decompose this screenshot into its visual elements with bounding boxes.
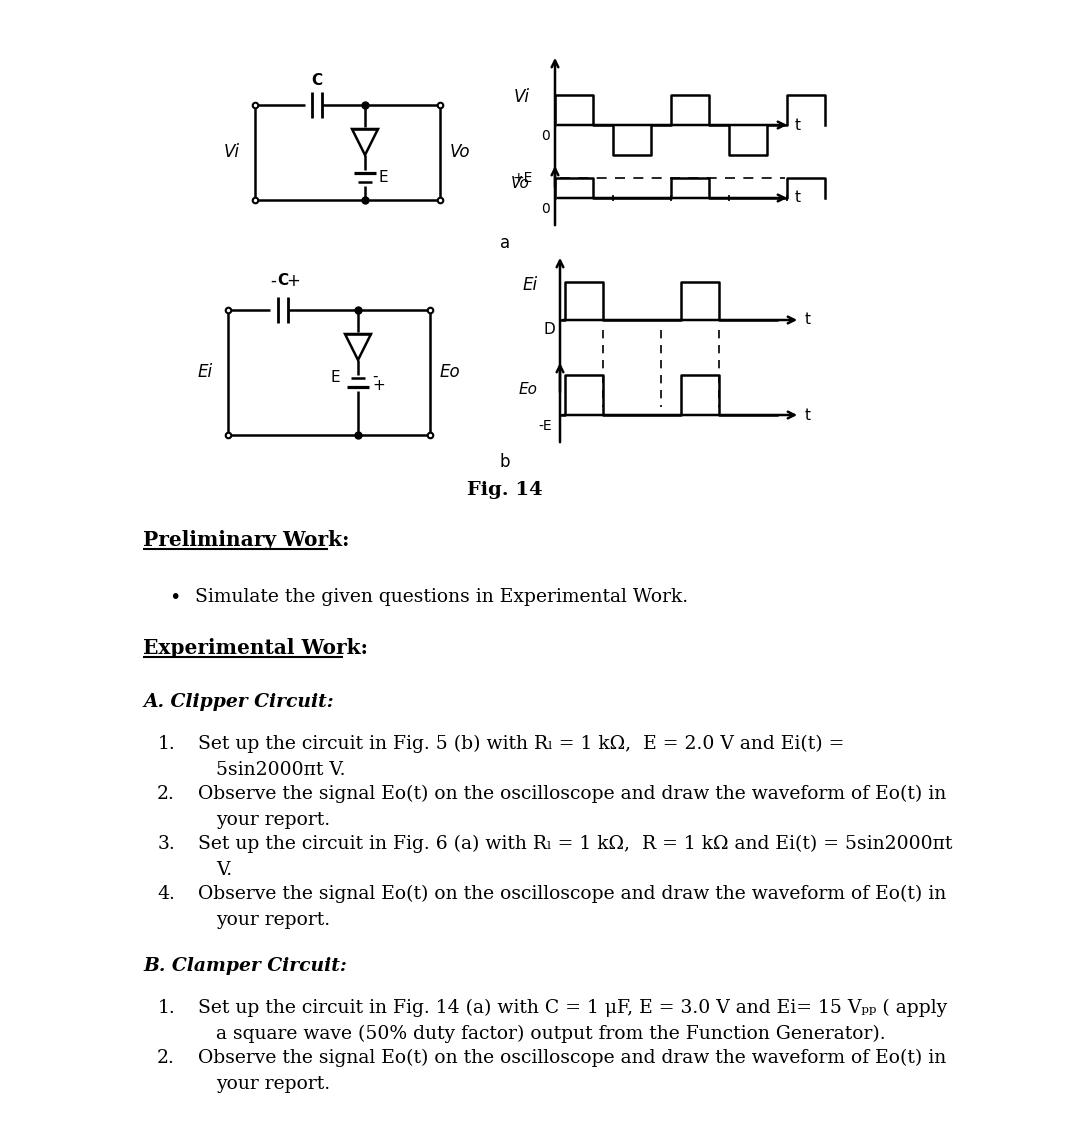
Text: your report.: your report. [216, 810, 330, 829]
Text: 0: 0 [541, 129, 550, 144]
Text: your report.: your report. [216, 912, 330, 929]
Text: Ei: Ei [523, 276, 538, 294]
Text: 5sin2000πt V.: 5sin2000πt V. [216, 761, 345, 779]
Text: Observe the signal Eo(t) on the oscilloscope and draw the waveform of Eo(t) in: Observe the signal Eo(t) on the oscillos… [198, 785, 946, 804]
Text: 3.: 3. [158, 835, 175, 853]
Text: Set up the circuit in Fig. 6 (a) with Rₗ = 1 kΩ,  R = 1 kΩ and Ei(t) = 5sin2000π: Set up the circuit in Fig. 6 (a) with Rₗ… [198, 835, 952, 853]
Text: Fig. 14: Fig. 14 [468, 481, 543, 499]
Text: 1.: 1. [158, 735, 175, 753]
Text: +: + [286, 272, 300, 290]
Text: +E: +E [512, 171, 532, 185]
Text: 1.: 1. [158, 999, 175, 1017]
Text: C: C [278, 273, 289, 288]
Text: Experimental Work:: Experimental Work: [143, 638, 368, 658]
Text: V.: V. [216, 861, 232, 879]
Text: -E: -E [539, 419, 552, 433]
Text: Eo: Eo [440, 363, 461, 381]
Text: Observe the signal Eo(t) on the oscilloscope and draw the waveform of Eo(t) in: Observe the signal Eo(t) on the oscillos… [198, 885, 946, 903]
Text: Vi: Vi [224, 144, 240, 161]
Text: 0: 0 [541, 202, 550, 216]
Text: -: - [271, 272, 276, 290]
Text: Preliminary Work:: Preliminary Work: [143, 530, 349, 550]
Text: B. Clamper Circuit:: B. Clamper Circuit: [143, 957, 347, 975]
Text: Vo: Vo [450, 144, 471, 161]
Text: Set up the circuit in Fig. 14 (a) with C = 1 μF, E = 3.0 V and Ei= 15 Vₚₚ ( appl: Set up the circuit in Fig. 14 (a) with C… [198, 999, 947, 1017]
Text: 4.: 4. [158, 885, 175, 903]
Text: +: + [372, 379, 384, 394]
Text: -: - [372, 369, 377, 383]
Text: t: t [794, 191, 801, 205]
Text: Vo: Vo [511, 176, 530, 191]
Text: Simulate the given questions in Experimental Work.: Simulate the given questions in Experime… [195, 588, 688, 606]
Text: Set up the circuit in Fig. 5 (b) with Rₗ = 1 kΩ,  E = 2.0 V and Ei(t) =: Set up the circuit in Fig. 5 (b) with Rₗ… [198, 735, 845, 753]
Text: D: D [543, 321, 555, 338]
Text: Eo: Eo [519, 382, 538, 397]
Text: 2.: 2. [158, 785, 175, 802]
Text: C: C [311, 73, 323, 88]
Text: t: t [805, 408, 812, 422]
Text: Vi: Vi [514, 88, 530, 106]
Text: Ei: Ei [198, 363, 213, 381]
Text: a: a [499, 234, 510, 253]
Text: E: E [330, 371, 340, 386]
Text: your report.: your report. [216, 1075, 330, 1093]
Text: •: • [169, 588, 181, 607]
Text: 2.: 2. [158, 1049, 175, 1066]
Text: t: t [794, 117, 801, 132]
Text: b: b [499, 453, 510, 471]
Text: Observe the signal Eo(t) on the oscilloscope and draw the waveform of Eo(t) in: Observe the signal Eo(t) on the oscillos… [198, 1049, 946, 1068]
Text: a square wave (50% duty factor) output from the Function Generator).: a square wave (50% duty factor) output f… [216, 1025, 886, 1044]
Text: A. Clipper Circuit:: A. Clipper Circuit: [143, 693, 333, 711]
Text: E: E [379, 171, 389, 186]
Text: t: t [805, 312, 812, 327]
